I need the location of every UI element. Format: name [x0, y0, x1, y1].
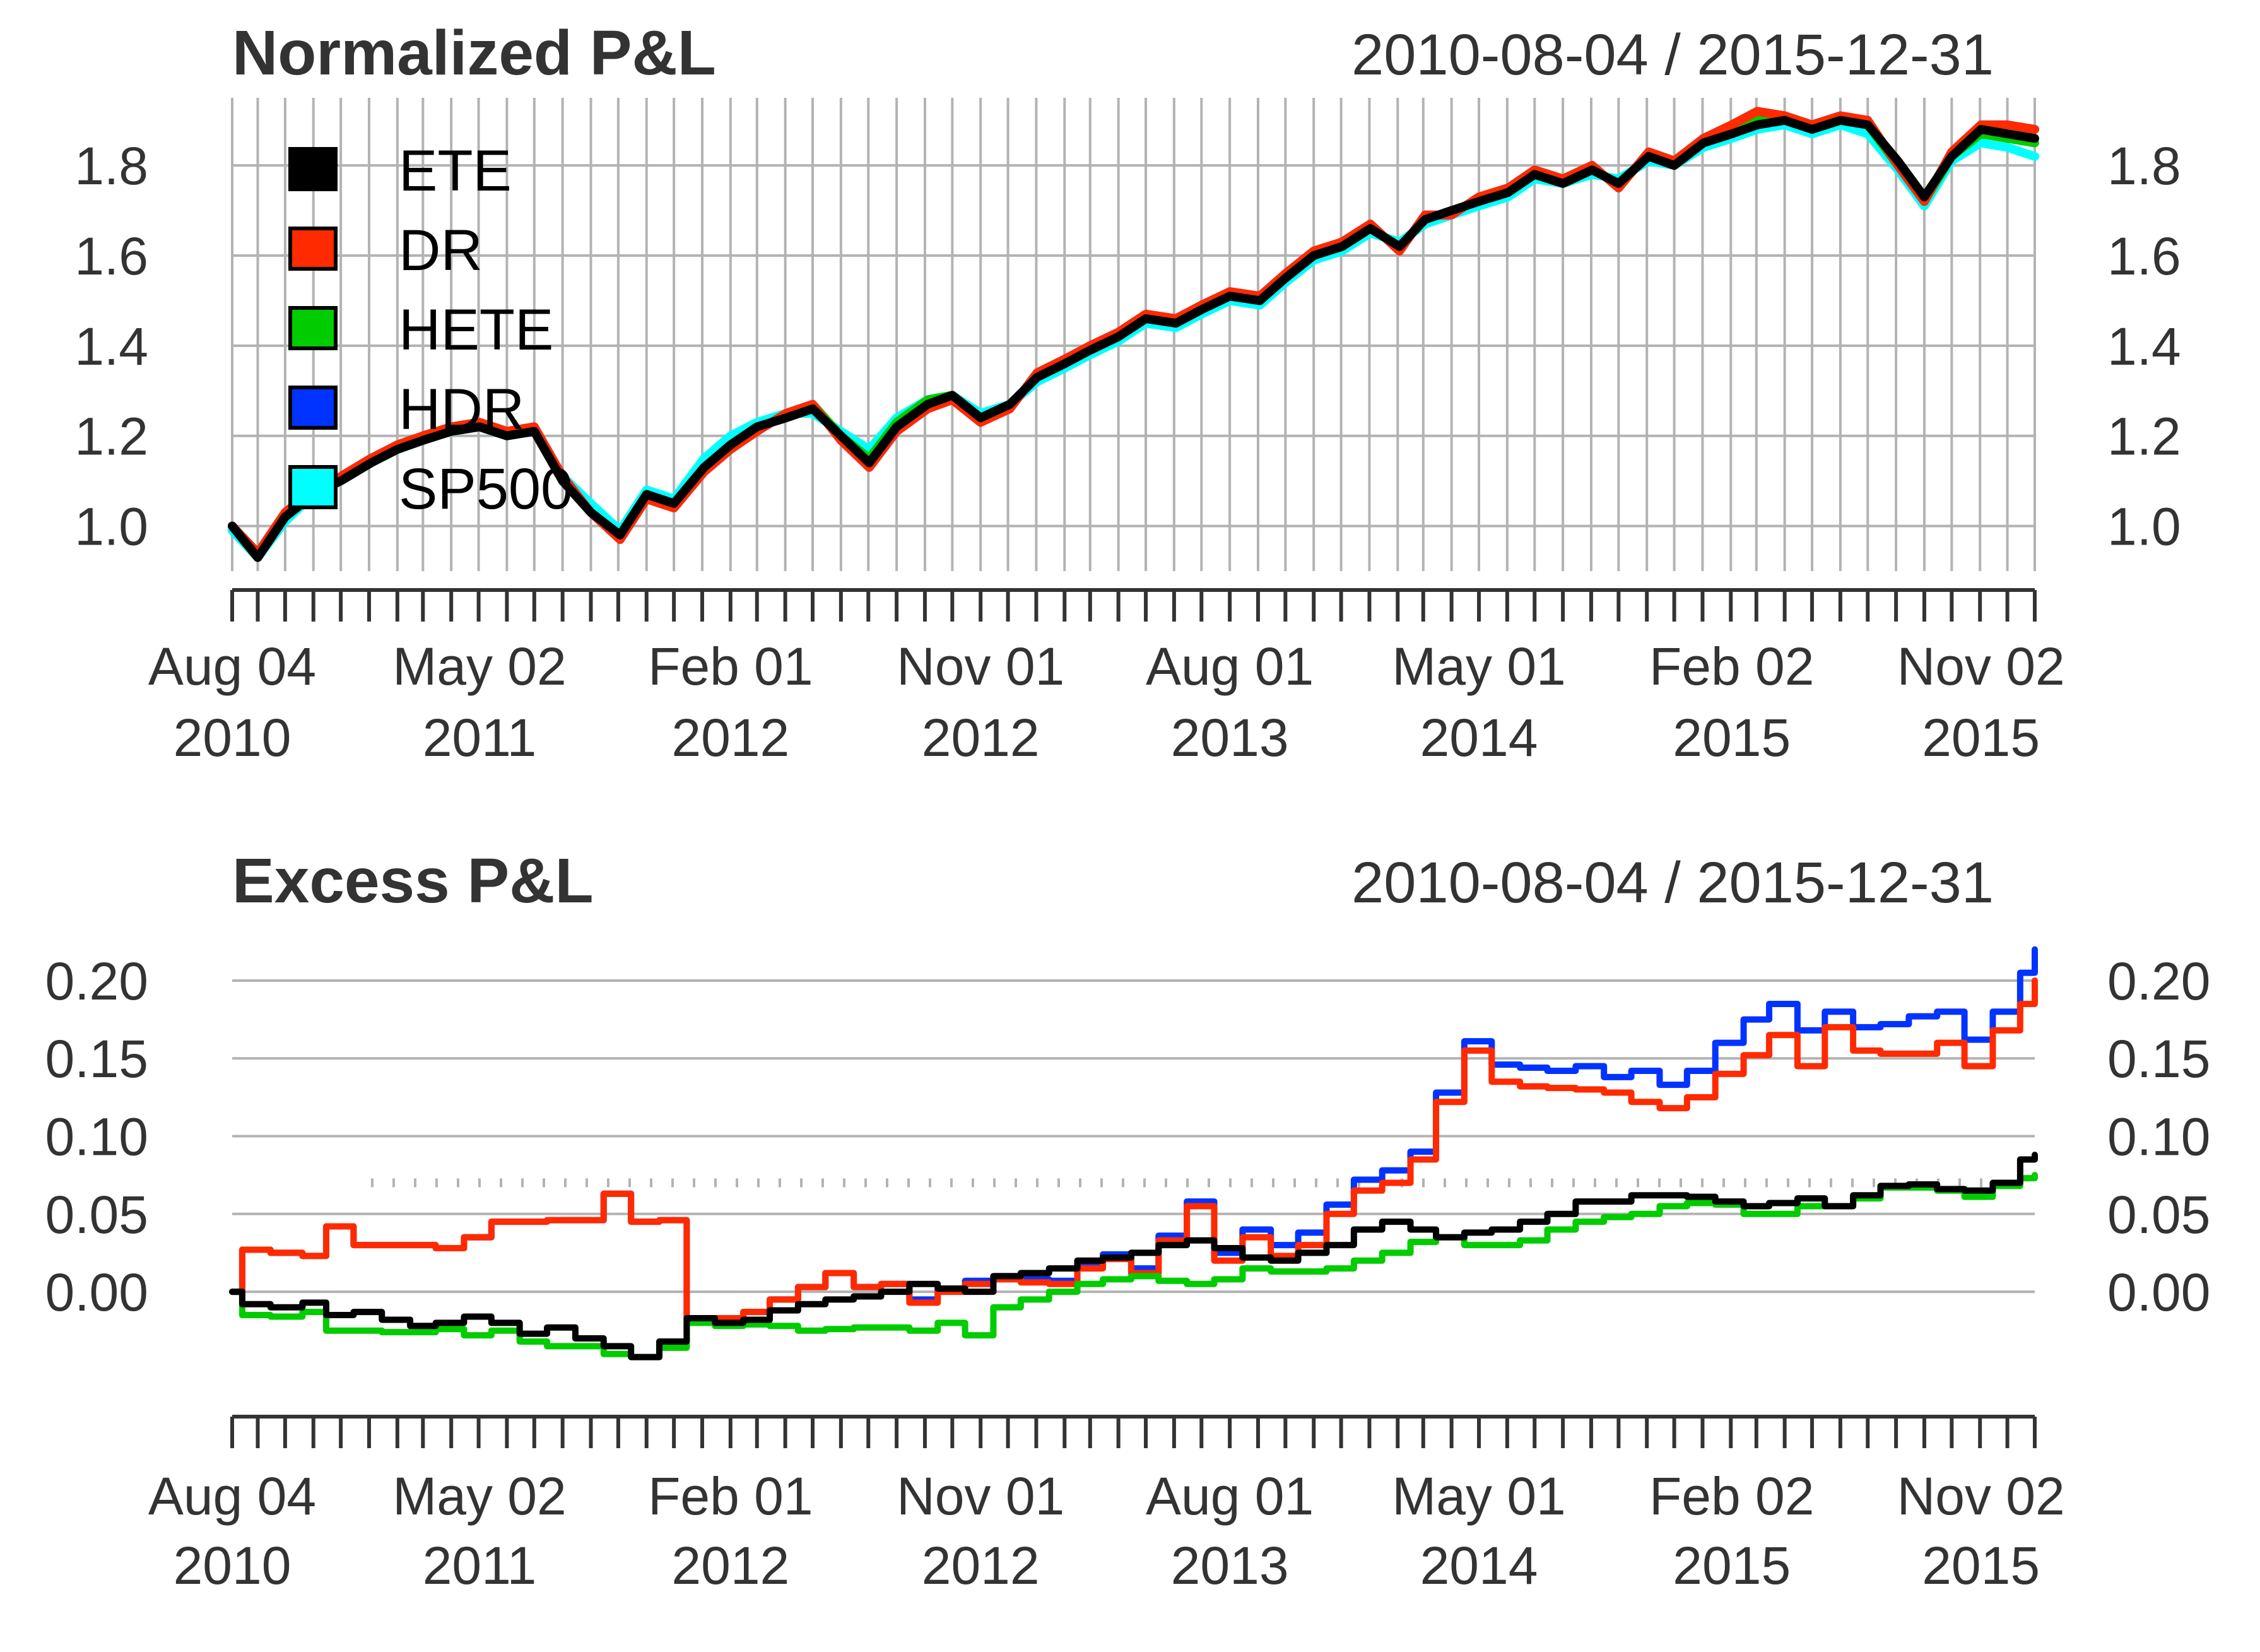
excess-pnl-series: [229, 946, 2038, 1360]
y-tick-label-right: 1.4: [2107, 317, 2181, 376]
y-tick-label-left: 0.15: [45, 1029, 149, 1089]
x-tick-label-year: 2015: [1673, 708, 1791, 767]
y-tick-label-left: 1.4: [74, 317, 148, 376]
series-line-ete: [228, 115, 2039, 562]
excess-pnl-title: Excess P&L: [232, 846, 594, 916]
y-tick-label-right: 0.10: [2107, 1107, 2211, 1167]
x-tick-label-year: 2015: [1922, 708, 2040, 767]
x-tick-label-month: Aug 01: [1146, 1466, 1314, 1526]
x-tick-label-year: 2011: [423, 708, 537, 767]
excess-pnl-panel: Excess P&L 2010-08-04 / 2015-12-31 0.00 0…: [45, 846, 2211, 1595]
y-tick-label-right: 1.2: [2107, 407, 2181, 466]
x-tick-label-month: Nov 01: [897, 1466, 1064, 1526]
y-tick-label-right: 1.6: [2107, 227, 2181, 286]
x-tick-label-month: May 02: [392, 637, 566, 696]
normalized-pnl-panel: Normalized P&L 2010-08-04 / 2015-12-31 1…: [74, 18, 2181, 767]
normalized-pnl-series: [228, 107, 2039, 562]
normalized-pnl-y-axis: 1.0 1.0 1.2 1.2 1.4 1.4 1.6 1.6 1.8 1.8: [74, 136, 2181, 556]
legend-swatch-ete: [288, 147, 338, 191]
x-tick-label-year: 2010: [174, 708, 291, 767]
x-tick-label-month: Feb 01: [648, 637, 813, 696]
x-tick-label-year: 2012: [922, 1536, 1040, 1595]
normalized-pnl-title: Normalized P&L: [232, 18, 716, 88]
excess-pnl-y-axis: 0.00 0.00 0.05 0.05 0.10 0.10 0.15 0.15 0.20 0.20: [45, 952, 2211, 1322]
x-tick-label-year: 2012: [671, 1536, 789, 1595]
series-line-dr: [229, 977, 2038, 1323]
y-tick-label-right: 0.00: [2107, 1263, 2211, 1322]
excess-pnl-grid: [232, 979, 2035, 1294]
normalized-pnl-x-axis: Aug 04 2010 May 02 2011 Feb 01 2012 Nov 01 2012…: [148, 588, 2065, 767]
x-tick-label-month: Aug 04: [148, 1466, 316, 1526]
x-tick-label-year: 2013: [1171, 708, 1289, 767]
y-tick-label-right: 0.15: [2107, 1029, 2211, 1089]
legend-swatch-dr: [288, 227, 338, 271]
y-tick-label-left: 1.0: [74, 497, 148, 557]
x-tick-label-year: 2015: [1673, 1536, 1791, 1595]
y-tick-label-right: 0.05: [2107, 1185, 2211, 1244]
x-tick-label-month: Nov 02: [1897, 1466, 2065, 1526]
x-tick-label-year: 2014: [1420, 1536, 1538, 1595]
normalized-pnl-legend: ETE DR HETE HDR SP500: [288, 139, 573, 521]
x-tick-label-month: Feb 02: [1649, 1466, 1815, 1526]
legend-label-hete: HETE: [399, 298, 553, 362]
y-tick-label-left: 1.2: [74, 407, 148, 466]
legend-label-sp500: SP500: [399, 457, 573, 521]
x-tick-label-year: 2012: [922, 708, 1040, 767]
x-tick-label-month: Aug 01: [1146, 637, 1314, 696]
x-tick-label-year: 2014: [1420, 708, 1538, 767]
x-tick-label-month: Aug 04: [148, 637, 316, 696]
legend-swatch-sp500: [288, 465, 338, 509]
legend-swatch-hdr: [288, 386, 338, 430]
legend-swatch-hete: [288, 306, 338, 350]
excess-pnl-x-axis: Aug 04 2010 May 02 2011 Feb 01 2012 Nov 01 2012…: [148, 1415, 2065, 1595]
y-tick-label-left: 1.6: [74, 227, 148, 286]
normalized-pnl-date-range: 2010-08-04 / 2015-12-31: [1351, 23, 1994, 87]
x-tick-label-month: Feb 02: [1649, 637, 1815, 696]
series-line-ete: [229, 1152, 2038, 1360]
legend-label-dr: DR: [399, 218, 483, 283]
y-tick-label-left: 0.05: [45, 1185, 149, 1244]
excess-pnl-date-range: 2010-08-04 / 2015-12-31: [1351, 851, 1994, 915]
y-tick-label-left: 0.20: [45, 952, 149, 1011]
x-tick-label-month: Nov 02: [1897, 637, 2065, 696]
y-tick-label-left: 0.00: [45, 1263, 149, 1322]
y-tick-label-left: 1.8: [74, 136, 148, 196]
y-tick-label-right: 0.20: [2107, 952, 2211, 1011]
legend-label-hdr: HDR: [399, 377, 524, 442]
y-tick-label-right: 1.8: [2107, 136, 2181, 196]
x-tick-label-month: Feb 01: [648, 1466, 813, 1526]
x-tick-label-month: May 01: [1392, 1466, 1565, 1526]
x-tick-label-year: 2011: [423, 1536, 537, 1595]
y-tick-label-left: 0.10: [45, 1107, 149, 1167]
x-tick-label-month: May 01: [1392, 637, 1565, 696]
x-tick-label-year: 2015: [1922, 1536, 2040, 1595]
x-tick-label-year: 2012: [671, 708, 789, 767]
x-tick-label-year: 2010: [174, 1536, 291, 1595]
x-tick-label-year: 2013: [1171, 1536, 1289, 1595]
x-tick-label-month: May 02: [392, 1466, 566, 1526]
y-tick-label-right: 1.0: [2107, 497, 2181, 557]
legend-label-ete: ETE: [399, 139, 512, 203]
x-tick-label-month: Nov 01: [897, 637, 1064, 696]
normalized-pnl-grid: [231, 98, 2036, 571]
